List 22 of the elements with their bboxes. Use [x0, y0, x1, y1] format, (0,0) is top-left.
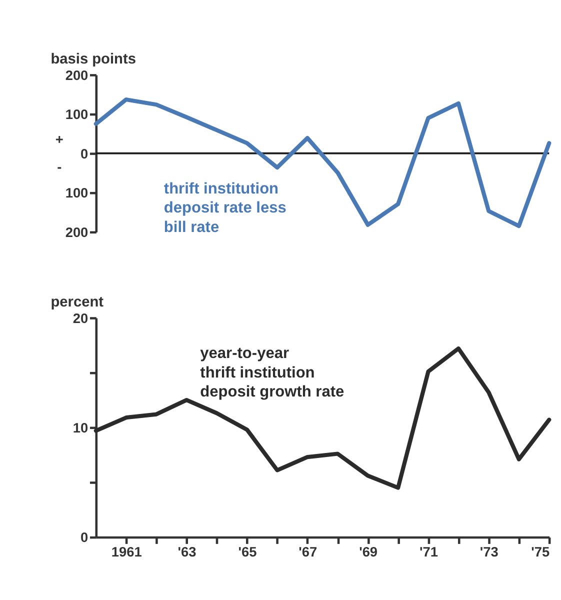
y-tick-label: 100 — [65, 107, 89, 122]
text: - — [57, 160, 62, 175]
text: + — [55, 132, 64, 148]
y-axis-title: basis points — [50, 51, 136, 68]
y-axis-title: percent — [50, 294, 104, 310]
x-tick-label: '67 — [298, 544, 318, 560]
x-tick-label: '75 — [531, 544, 550, 560]
x-tick-label: '63 — [178, 544, 197, 560]
y-tick-label: 100 — [65, 186, 89, 201]
y-tick-label: 0 — [80, 530, 89, 546]
y-tick-label: 200 — [65, 224, 89, 240]
y-tick-label: 0 — [80, 146, 89, 162]
series-label: thrift institution deposit rate less bill rate — [164, 180, 286, 236]
x-tick-label: 1961 — [111, 544, 142, 560]
y-tick-label: 200 — [65, 68, 89, 83]
x-tick-label: '65 — [238, 544, 258, 560]
x-tick-label: '71 — [419, 544, 438, 560]
y-tick-label: 10 — [72, 420, 89, 436]
series-label: year-to-year thrift institution deposit growth rate — [200, 345, 344, 401]
y-tick-label: 20 — [72, 310, 89, 326]
x-tick-label: '73 — [480, 544, 499, 560]
x-tick-label: '69 — [359, 544, 378, 560]
